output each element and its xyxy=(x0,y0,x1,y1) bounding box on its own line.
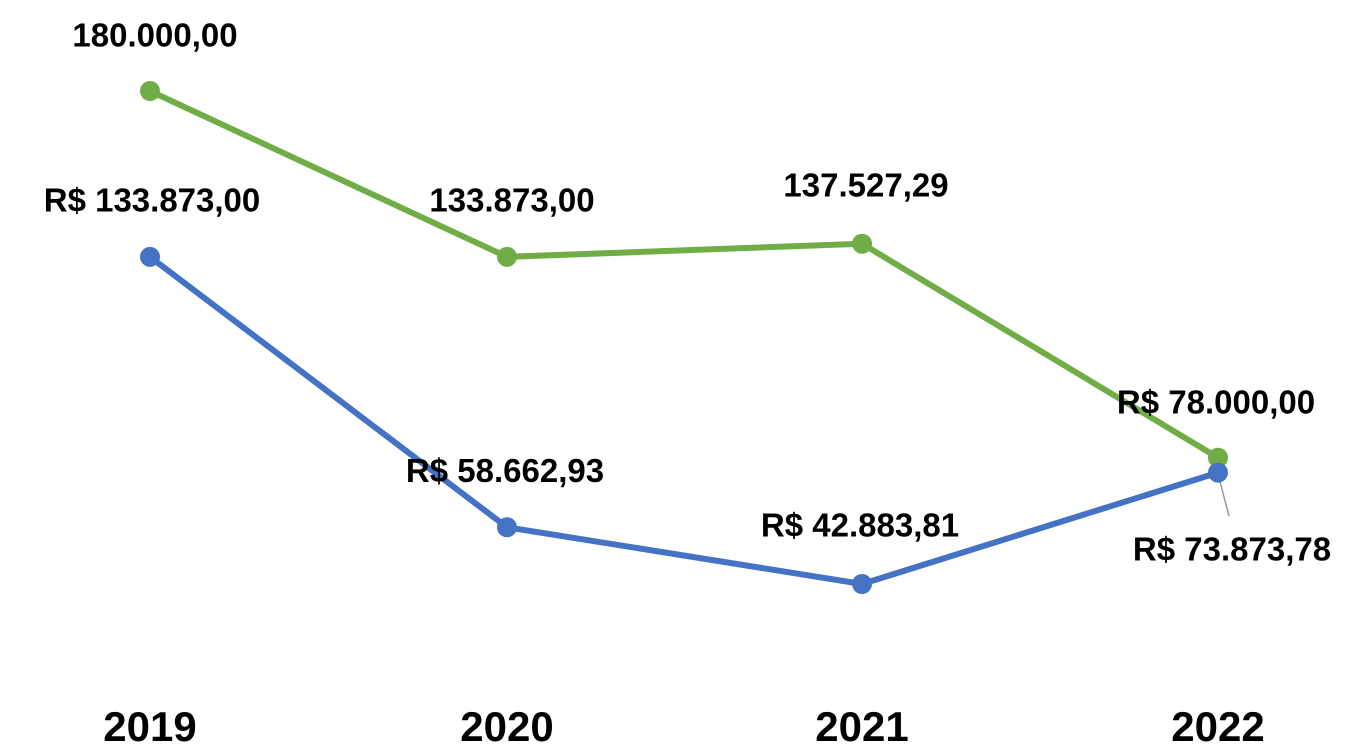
point-marker xyxy=(1208,462,1228,483)
point-marker xyxy=(140,81,160,101)
data-label: 133.873,00 xyxy=(429,182,594,219)
x-tick-label: 2019 xyxy=(103,703,196,750)
point-marker xyxy=(1208,447,1228,468)
point-marker xyxy=(140,246,160,267)
x-tick-label: 2020 xyxy=(460,703,553,750)
x-tick-label: 2021 xyxy=(815,703,908,750)
data-label: R$ 42.883,81 xyxy=(761,507,959,544)
point-marker xyxy=(497,517,517,538)
data-label: 137.527,29 xyxy=(783,166,948,203)
data-label: 180.000,00 xyxy=(72,17,237,54)
series-line xyxy=(148,254,1219,587)
point-marker xyxy=(852,233,872,254)
series-line xyxy=(148,88,1220,461)
data-label: R$ 133.873,00 xyxy=(44,182,261,219)
data-label: R$ 78.000,00 xyxy=(1117,383,1315,420)
data-label: R$ 73.873,78 xyxy=(1133,530,1331,567)
x-tick-label: 2022 xyxy=(1171,703,1264,750)
point-marker xyxy=(852,574,872,594)
data-label: R$ 58.662,93 xyxy=(406,452,604,489)
leader-line xyxy=(1218,477,1230,517)
point-marker xyxy=(497,246,517,267)
